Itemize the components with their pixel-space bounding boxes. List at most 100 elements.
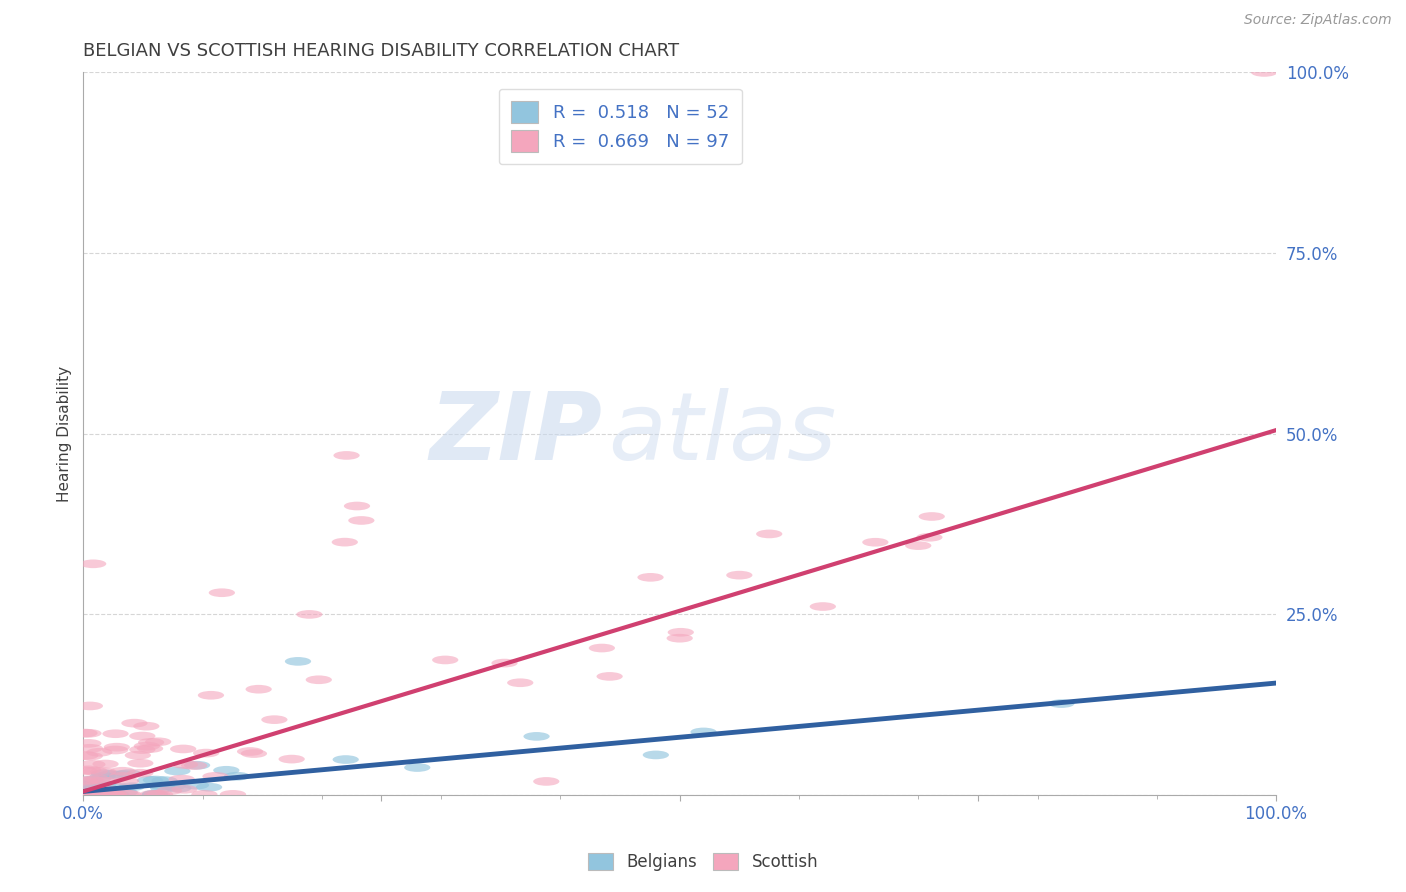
Ellipse shape (90, 780, 117, 789)
Ellipse shape (79, 775, 104, 784)
Ellipse shape (84, 775, 111, 783)
Ellipse shape (142, 790, 169, 798)
Text: ZIP: ZIP (429, 388, 602, 480)
Ellipse shape (112, 777, 139, 786)
Ellipse shape (810, 602, 837, 611)
Ellipse shape (129, 731, 156, 740)
Text: atlas: atlas (609, 388, 837, 479)
Ellipse shape (80, 784, 105, 793)
Ellipse shape (77, 702, 103, 710)
Ellipse shape (344, 501, 370, 510)
Ellipse shape (127, 769, 153, 778)
Ellipse shape (596, 672, 623, 681)
Ellipse shape (79, 760, 105, 769)
Ellipse shape (93, 790, 118, 798)
Ellipse shape (103, 790, 129, 798)
Ellipse shape (125, 751, 150, 760)
Ellipse shape (82, 790, 108, 798)
Ellipse shape (145, 738, 172, 746)
Ellipse shape (756, 530, 782, 538)
Ellipse shape (134, 742, 160, 750)
Ellipse shape (198, 691, 224, 699)
Ellipse shape (690, 728, 717, 736)
Ellipse shape (183, 780, 209, 789)
Ellipse shape (136, 776, 163, 785)
Legend: R =  0.518   N = 52, R =  0.669   N = 97: R = 0.518 N = 52, R = 0.669 N = 97 (499, 88, 741, 164)
Ellipse shape (104, 783, 131, 791)
Ellipse shape (165, 767, 190, 775)
Ellipse shape (246, 685, 271, 694)
Ellipse shape (84, 789, 111, 797)
Ellipse shape (918, 512, 945, 521)
Ellipse shape (195, 783, 222, 791)
Ellipse shape (93, 790, 120, 798)
Ellipse shape (202, 772, 229, 780)
Ellipse shape (589, 644, 614, 652)
Ellipse shape (170, 745, 197, 754)
Ellipse shape (80, 559, 107, 568)
Ellipse shape (77, 790, 103, 798)
Ellipse shape (159, 781, 186, 790)
Ellipse shape (143, 776, 169, 784)
Ellipse shape (191, 790, 218, 798)
Ellipse shape (492, 659, 517, 667)
Ellipse shape (139, 790, 166, 798)
Ellipse shape (238, 747, 263, 756)
Ellipse shape (349, 516, 374, 524)
Ellipse shape (172, 760, 198, 769)
Ellipse shape (90, 767, 117, 776)
Ellipse shape (98, 790, 125, 798)
Ellipse shape (508, 679, 533, 687)
Ellipse shape (101, 790, 127, 798)
Ellipse shape (905, 541, 931, 550)
Ellipse shape (149, 781, 174, 790)
Ellipse shape (224, 772, 250, 780)
Ellipse shape (90, 772, 115, 780)
Legend: Belgians, Scottish: Belgians, Scottish (579, 845, 827, 880)
Text: Source: ZipAtlas.com: Source: ZipAtlas.com (1244, 13, 1392, 28)
Ellipse shape (72, 790, 97, 798)
Ellipse shape (146, 790, 173, 798)
Ellipse shape (73, 790, 98, 798)
Ellipse shape (101, 790, 127, 798)
Ellipse shape (114, 790, 139, 798)
Ellipse shape (104, 743, 129, 751)
Ellipse shape (169, 775, 195, 783)
Ellipse shape (150, 784, 176, 792)
Ellipse shape (184, 761, 211, 770)
Ellipse shape (72, 790, 97, 798)
Ellipse shape (77, 780, 103, 789)
Ellipse shape (91, 790, 117, 798)
Ellipse shape (1049, 699, 1074, 708)
Ellipse shape (333, 756, 359, 764)
Ellipse shape (166, 784, 191, 792)
Ellipse shape (181, 761, 207, 770)
Ellipse shape (219, 790, 246, 798)
Ellipse shape (76, 739, 101, 747)
Ellipse shape (72, 790, 97, 798)
Ellipse shape (278, 755, 305, 764)
Ellipse shape (143, 790, 170, 798)
Ellipse shape (666, 634, 693, 642)
Ellipse shape (72, 729, 97, 738)
Ellipse shape (115, 790, 142, 798)
Ellipse shape (89, 787, 114, 795)
Ellipse shape (208, 589, 235, 597)
Ellipse shape (103, 730, 128, 738)
Ellipse shape (637, 573, 664, 582)
Ellipse shape (76, 752, 103, 761)
Ellipse shape (127, 759, 153, 767)
Ellipse shape (115, 769, 142, 778)
Ellipse shape (240, 749, 267, 758)
Ellipse shape (1251, 68, 1277, 77)
Ellipse shape (75, 790, 101, 798)
Ellipse shape (84, 790, 110, 798)
Ellipse shape (152, 776, 177, 785)
Ellipse shape (305, 675, 332, 684)
Ellipse shape (727, 571, 752, 580)
Ellipse shape (917, 533, 942, 541)
Ellipse shape (97, 786, 124, 794)
Ellipse shape (80, 790, 105, 798)
Ellipse shape (103, 746, 128, 755)
Y-axis label: Hearing Disability: Hearing Disability (58, 366, 72, 502)
